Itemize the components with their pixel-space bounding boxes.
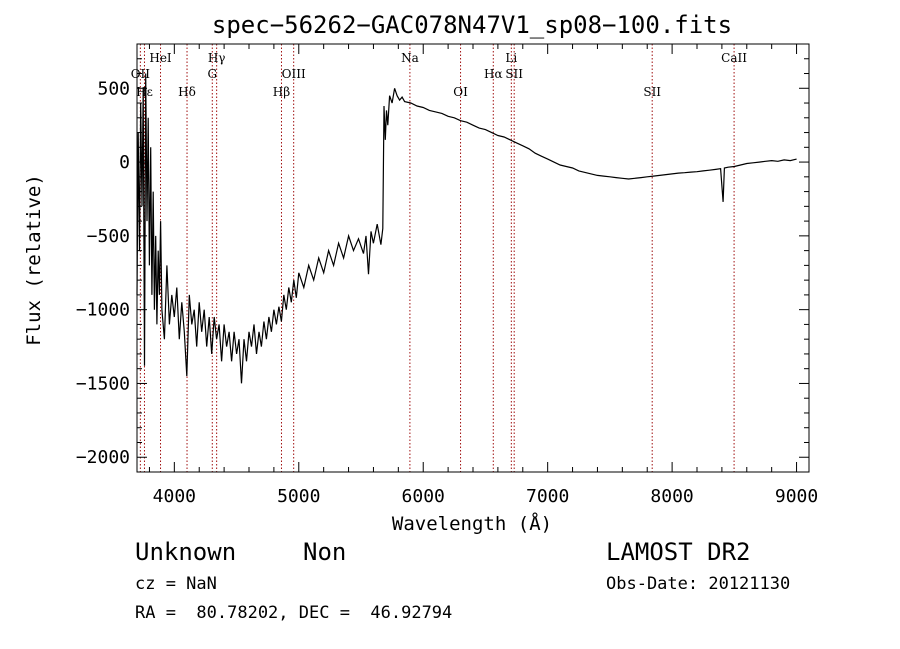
line-label-4: Hγ	[208, 51, 226, 65]
x-axis-label: Wavelength (Å)	[392, 512, 552, 535]
line-label-1: Hε	[136, 85, 153, 99]
coordinates: RA = 80.78202, DEC = 46.92794	[135, 603, 453, 623]
line-label-9: OI	[453, 85, 468, 99]
y-tick-label-0: −2000	[76, 447, 130, 468]
line-label-11: Li	[505, 51, 517, 65]
y-axis-label: Flux (relative)	[23, 174, 45, 346]
y-tick-label-2: −1000	[76, 300, 130, 321]
plot-area	[136, 73, 797, 384]
line-label-8: Na	[401, 51, 419, 65]
spectrum-line	[136, 73, 797, 384]
line-label-7: OIII	[282, 67, 306, 81]
object-subclass: Non	[303, 538, 347, 566]
observation-date: Obs-Date: 20121130	[606, 574, 791, 594]
y-tick-label-4: 0	[119, 152, 130, 173]
x-tick-label-8000: 8000	[650, 486, 693, 507]
x-axis: 4000 5000 6000 7000 8000 9000	[148, 44, 818, 507]
line-label-5: G	[207, 67, 217, 81]
y-tick-label-3: −500	[87, 226, 130, 247]
chart-title: spec−56262−GAC078N47V1_sp08−100.fits	[212, 11, 732, 39]
line-label-13: SII	[643, 85, 661, 99]
line-label-3: Hδ	[178, 85, 196, 99]
line-label-6: Hβ	[273, 85, 290, 99]
x-tick-label-4000: 4000	[153, 486, 196, 507]
line-label-10: Hα	[484, 67, 503, 81]
line-label-2: HeI	[149, 51, 172, 65]
survey-name: LAMOST DR2	[606, 538, 751, 566]
line-label-14: CaII	[721, 51, 747, 65]
y-tick-label-1: −1500	[76, 373, 130, 394]
spectrum-chart: spec−56262−GAC078N47V1_sp08−100.fits OII…	[23, 11, 818, 535]
x-tick-label-7000: 7000	[526, 486, 569, 507]
x-tick-label-9000: 9000	[775, 486, 818, 507]
plot-frame	[136, 43, 810, 473]
x-tick-label-5000: 5000	[277, 486, 320, 507]
redshift-cz: cz = NaN	[135, 574, 217, 594]
y-axis: −2000 −1500 −1000 −500 0 500	[76, 58, 809, 468]
y-tick-label-5: 500	[97, 78, 130, 99]
object-class: Unknown	[135, 538, 237, 566]
x-tick-label-6000: 6000	[402, 486, 445, 507]
line-label-12: SII	[505, 67, 523, 81]
